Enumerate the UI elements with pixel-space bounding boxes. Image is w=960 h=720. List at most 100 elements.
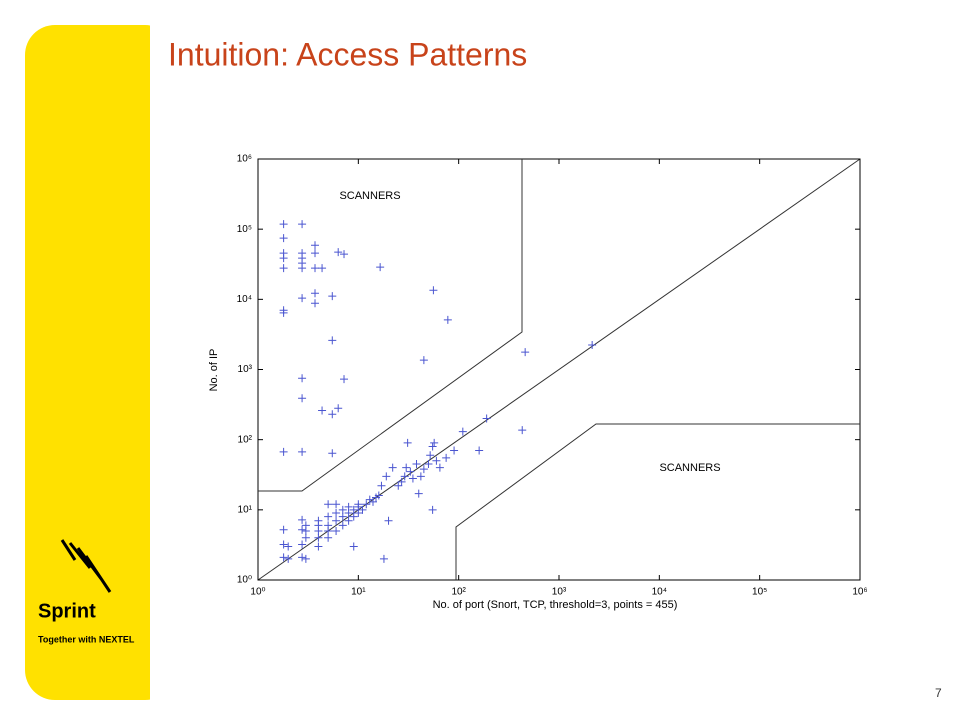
point — [324, 512, 333, 521]
point — [416, 472, 425, 481]
logo: Sprint Together with NEXTEL — [38, 539, 135, 644]
point — [432, 456, 441, 465]
page-number: 7 — [935, 686, 942, 700]
point — [374, 491, 383, 500]
x-tick-label: 10³ — [552, 587, 567, 598]
point — [349, 505, 358, 514]
point — [328, 336, 337, 345]
point — [298, 553, 307, 562]
point — [338, 512, 347, 521]
point — [430, 438, 439, 447]
point — [419, 356, 428, 365]
point — [324, 533, 333, 542]
point — [588, 341, 597, 350]
point — [279, 220, 288, 229]
point — [311, 249, 320, 258]
y-tick-label: 10² — [238, 434, 253, 445]
point — [311, 289, 320, 298]
point — [340, 250, 349, 259]
point — [298, 447, 307, 456]
point — [334, 248, 343, 257]
point — [428, 442, 437, 451]
point — [338, 505, 347, 514]
point — [284, 542, 293, 551]
x-tick-label: 10² — [451, 587, 466, 598]
y-tick-label: 10⁶ — [237, 154, 252, 165]
point — [301, 533, 310, 542]
y-tick-label: 10⁵ — [237, 224, 252, 235]
point — [314, 542, 323, 551]
point — [377, 481, 386, 490]
point — [279, 308, 288, 317]
point — [518, 426, 527, 435]
point — [403, 438, 412, 447]
point — [328, 449, 337, 458]
point — [332, 516, 341, 525]
point — [450, 446, 459, 455]
region-boundary — [455, 423, 860, 580]
logo-tagline: Together with NEXTEL — [38, 634, 135, 644]
point — [318, 406, 327, 415]
annotation: SCANNERS — [339, 190, 400, 202]
point — [344, 502, 353, 511]
point — [384, 516, 393, 525]
sidebar — [25, 25, 175, 700]
point — [388, 463, 397, 472]
point — [442, 453, 451, 462]
point — [314, 516, 323, 525]
x-tick-label: 10¹ — [351, 587, 366, 598]
logo-brand: Sprint — [38, 600, 96, 622]
point — [324, 500, 333, 509]
point — [279, 254, 288, 263]
point — [328, 292, 337, 301]
point — [521, 348, 530, 357]
point — [279, 264, 288, 273]
y-tick-label: 10⁴ — [237, 294, 252, 305]
point — [435, 463, 444, 472]
point — [279, 447, 288, 456]
annotation: SCANNERS — [659, 462, 720, 474]
point — [340, 375, 349, 384]
slide-title: Intuition: Access Patterns — [168, 36, 527, 72]
point — [482, 414, 491, 423]
x-tick-label: 10⁰ — [250, 587, 265, 598]
point — [394, 481, 403, 490]
point — [332, 509, 341, 518]
x-tick-label: 10⁶ — [852, 587, 867, 598]
point — [408, 474, 417, 483]
point — [475, 446, 484, 455]
y-tick-label: 10⁰ — [237, 575, 252, 586]
point — [311, 264, 320, 273]
point — [424, 460, 433, 468]
point — [301, 521, 310, 530]
point — [298, 220, 307, 229]
y-axis-label: No. of IP — [208, 349, 220, 392]
point — [311, 241, 320, 250]
point — [279, 553, 288, 562]
point — [397, 477, 406, 486]
point — [428, 505, 437, 514]
point — [298, 540, 307, 549]
point — [332, 526, 341, 535]
y-tick-label: 10¹ — [238, 504, 253, 515]
point — [301, 554, 310, 563]
logo-mark — [60, 539, 112, 593]
point — [429, 286, 438, 295]
point — [402, 463, 411, 472]
point — [354, 500, 363, 509]
point — [279, 540, 288, 549]
point — [324, 521, 333, 530]
point — [332, 500, 341, 509]
x-tick-label: 10⁴ — [652, 587, 667, 598]
point — [328, 410, 337, 419]
y-tick-label: 10³ — [238, 364, 253, 375]
x-axis-label: No. of port (Snort, TCP, threshold=3, po… — [433, 599, 678, 611]
point — [400, 472, 409, 481]
point — [458, 427, 467, 436]
point — [414, 489, 423, 498]
point — [298, 264, 307, 273]
point — [419, 465, 428, 474]
region-boundary — [258, 159, 523, 492]
point — [426, 451, 435, 460]
